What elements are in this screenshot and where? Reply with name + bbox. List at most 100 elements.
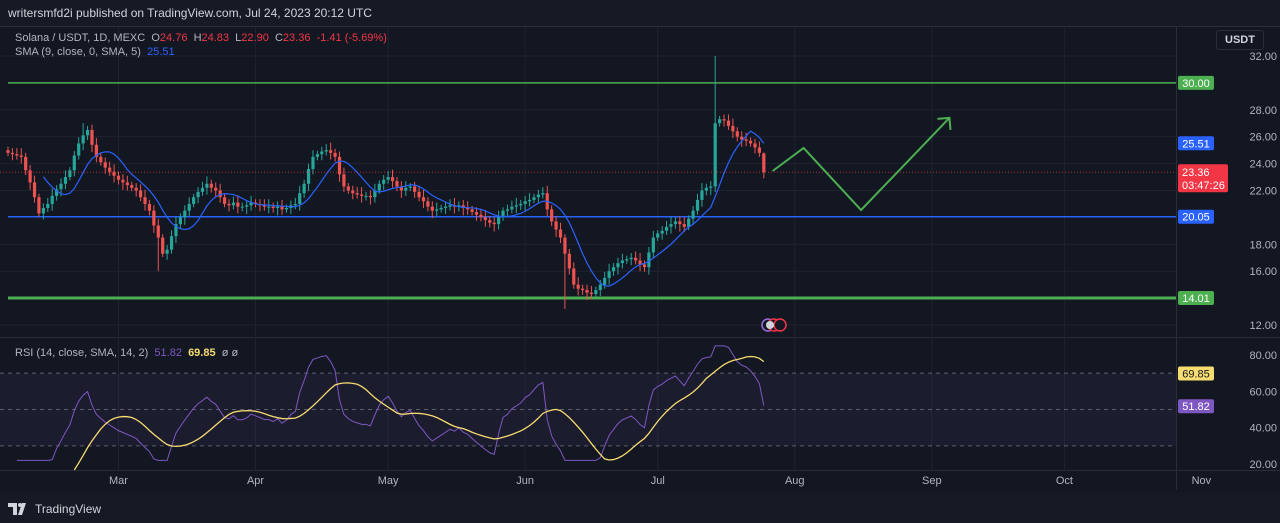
candle-body	[426, 201, 430, 207]
open-value: 24.76	[159, 32, 188, 44]
candle-body	[72, 155, 76, 171]
symbol-legend: Solana / USDT, 1D, MEXC O24.76 H24.83 L2…	[15, 32, 387, 44]
candle-body	[439, 207, 443, 210]
candle-body	[90, 129, 94, 145]
candle-body	[355, 193, 359, 195]
candle-body	[15, 154, 19, 156]
sma-price-tag: 25.51	[1182, 138, 1210, 150]
candle-body	[638, 260, 642, 265]
price-pane	[0, 27, 1176, 337]
candle-body	[222, 197, 227, 204]
candle-body	[231, 202, 236, 206]
current-price-tag-bg	[1178, 164, 1228, 193]
chart-canvas[interactable]: 32.00 28.00 26.00 24.00 22.00 18.00 16.00 12.00…	[0, 0, 1280, 496]
candle-body	[700, 190, 704, 200]
candle-body	[209, 183, 213, 188]
candle-body	[748, 140, 753, 144]
price-tick-label: 26.00	[1249, 132, 1277, 144]
candle-body	[585, 290, 589, 293]
time-tick-label: Nov	[1192, 475, 1212, 487]
projection-arrowhead	[937, 116, 952, 130]
candle-body	[351, 190, 355, 194]
sma-line	[42, 130, 765, 287]
candle-body	[616, 263, 620, 268]
candle-body	[550, 209, 554, 222]
candle-body	[169, 236, 174, 250]
rsi-extra: ø ø	[221, 347, 239, 359]
candle-body	[673, 221, 678, 225]
candle-body	[576, 284, 580, 289]
time-tick-label: May	[378, 475, 399, 487]
candle-body	[757, 147, 761, 153]
rsi-legend[interactable]: RSI (14, close, SMA, 14, 2) 51.82 69.85 …	[15, 347, 238, 359]
candle-body	[174, 224, 178, 237]
footer: TradingView	[0, 496, 1280, 523]
time-tick-label: Oct	[1056, 475, 1073, 487]
candle-body	[147, 203, 152, 211]
candle-body	[731, 125, 735, 132]
candle-body	[360, 194, 364, 196]
close-label: C	[274, 32, 283, 44]
candle-body	[293, 203, 297, 206]
us-flag-icon	[766, 321, 774, 329]
price-tick-label: 18.00	[1249, 239, 1277, 251]
candle-body	[722, 119, 726, 121]
rsi-sma-value: 69.85	[188, 347, 216, 359]
candle-body	[682, 224, 686, 227]
candle-body	[382, 179, 386, 184]
candle-body	[527, 199, 532, 202]
candle-body	[94, 144, 98, 157]
candle-body	[81, 135, 85, 144]
candle-body	[306, 168, 311, 184]
currency-unit-button[interactable]: USDT	[1216, 30, 1264, 50]
candle-body	[24, 156, 28, 171]
price-tick-label: 32.00	[1249, 51, 1277, 63]
candle-body	[6, 150, 10, 153]
candle-body	[687, 218, 691, 227]
candle-body	[678, 221, 682, 225]
close-value: 23.36	[282, 32, 311, 44]
rsi-line	[16, 345, 765, 461]
candle-body	[523, 201, 527, 204]
candle-body	[99, 156, 103, 163]
candle-body	[519, 203, 523, 206]
time-tick-label: Mar	[109, 475, 128, 487]
candle-body	[50, 195, 54, 204]
rsi-tick-label: 80.00	[1249, 350, 1277, 362]
candle-body	[214, 187, 218, 191]
candle-body	[333, 152, 337, 157]
candle-body	[629, 257, 633, 260]
rsi-sma-tag-bg	[1178, 366, 1214, 381]
candle-body	[284, 207, 289, 210]
level-tag-14.01-bg	[1178, 290, 1214, 305]
candle-body	[116, 175, 121, 180]
rsi-tick-label: 40.00	[1249, 423, 1277, 435]
candle-body	[130, 185, 134, 188]
candle-body	[37, 197, 41, 214]
candle-body	[55, 189, 59, 196]
candle-body	[735, 131, 739, 137]
symbol-name[interactable]: Solana / USDT, 1D, MEXC	[15, 32, 146, 44]
candle-body	[430, 206, 434, 211]
candle-body	[276, 206, 280, 208]
candle-body	[563, 237, 567, 254]
sma-legend[interactable]: SMA (9, close, 0, SMA, 5) 25.51	[15, 46, 175, 58]
candle-body	[112, 171, 116, 176]
candle-body	[695, 199, 700, 211]
candle-body	[390, 177, 395, 182]
candle-body	[497, 217, 501, 225]
candle-body	[271, 206, 275, 208]
candle-body	[329, 150, 333, 153]
rsi-sma-line	[73, 355, 765, 471]
candle-body	[589, 292, 594, 295]
sma-label: SMA (9, close, 0, SMA, 5)	[15, 46, 141, 58]
candle-body	[152, 210, 156, 226]
rsi-tick-label: 20.00	[1249, 459, 1277, 471]
high-value: 24.83	[201, 32, 230, 44]
tradingview-logo[interactable]: TradingView	[8, 502, 101, 516]
rsi-pane	[0, 338, 1176, 470]
rsi-value-tag: 51.82	[1182, 401, 1210, 413]
candle-body	[448, 205, 452, 207]
sma-value: 25.51	[147, 46, 175, 58]
price-tick-label: 16.00	[1249, 266, 1277, 278]
